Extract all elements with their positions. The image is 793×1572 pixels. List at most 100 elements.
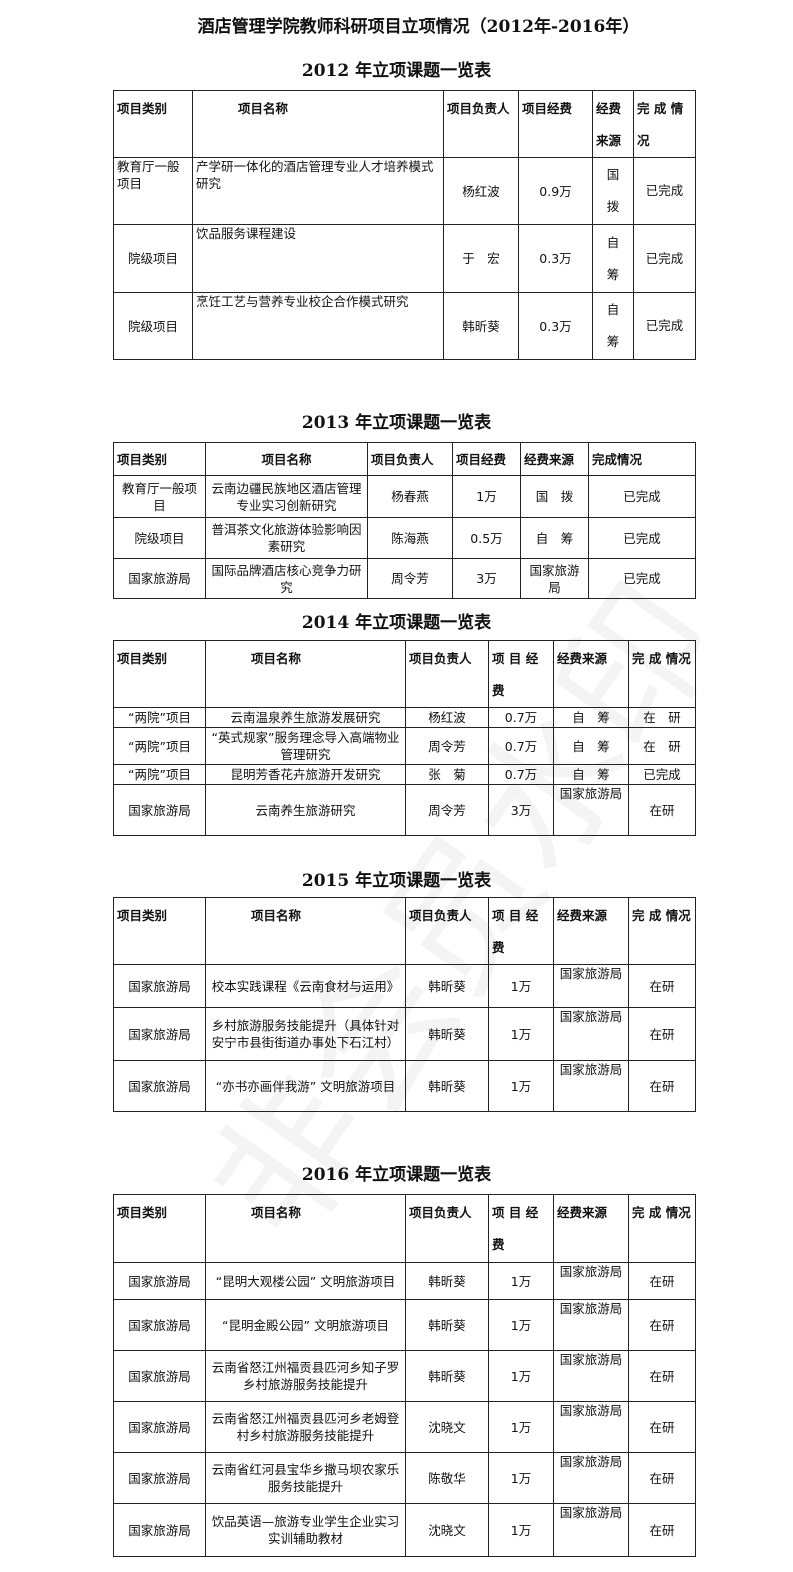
cell-status: 已完成 xyxy=(588,517,696,559)
column-header-name: 项目名称 xyxy=(205,442,368,476)
cell-funding: 0.7万 xyxy=(488,707,554,728)
header-row: 项目类别 项目名称 项目负责人 项目经费 经费来源完 成 情况 xyxy=(113,90,696,158)
cell-name: 产学研一体化的酒店管理专业人才培养模式研究 xyxy=(192,157,444,225)
column-header-status: 完成情况 xyxy=(588,442,696,476)
cell-funding: 1万 xyxy=(488,1262,554,1300)
column-header-status: 完 成 情况 xyxy=(628,640,696,708)
column-header-leader: 项目负责人 xyxy=(405,897,489,965)
cell-name: 烹饪工艺与营养专业校企合作模式研究 xyxy=(192,292,444,360)
cell-category: 国家旅游局 xyxy=(113,1007,206,1061)
cell-status: 已完成 xyxy=(633,292,696,360)
column-header-status: 完 成 情况 xyxy=(628,1194,696,1263)
cell-funding: 3万 xyxy=(452,558,521,599)
cell-status: 在研 xyxy=(628,1060,696,1112)
column-header-category: 项目类别 xyxy=(113,640,206,708)
column-header-category: 项目类别 xyxy=(113,897,206,965)
column-header-source: 经费来源 xyxy=(553,897,629,965)
cell-leader: 韩昕葵 xyxy=(405,964,489,1008)
column-header-leader: 项目负责人 xyxy=(443,90,519,158)
table-row: 院级项目 烹饪工艺与营养专业校企合作模式研究 韩昕葵 0.3万 自筹 已完成 xyxy=(113,292,696,360)
cell-status: 已完成 xyxy=(633,224,696,293)
table-row: “两院”项目 昆明芳香花卉旅游开发研究张 菊 0.7万自 筹已完成 xyxy=(113,764,696,785)
cell-category: “两院”项目 xyxy=(113,707,206,728)
cell-leader: 韩昕葵 xyxy=(405,1299,489,1351)
cell-source: 国家旅游局 xyxy=(553,1401,629,1453)
column-header-leader: 项目负责人 xyxy=(405,640,489,708)
cell-name: 云南省怒江州福贡县匹河乡知子罗乡村旅游服务技能提升 xyxy=(205,1350,406,1402)
column-header-funding: 项 目 经费 xyxy=(488,897,554,965)
project-table: 项目类别 项目名称 项目负责人项 目 经费 经费来源完 成 情况 国家旅游局 校本实践课程… xyxy=(113,897,696,1112)
header-row: 项目类别 项目名称 项目负责人项 目 经费 经费来源完 成 情况 xyxy=(113,1194,696,1263)
cell-funding: 0.9万 xyxy=(518,157,593,225)
cell-source: 国家旅游局 xyxy=(553,1503,629,1557)
table-heading: 2014 年立项课题一览表 xyxy=(301,613,492,633)
cell-funding: 3万 xyxy=(488,784,554,836)
table-heading: 2015 年立项课题一览表 xyxy=(301,871,492,891)
project-table: 项目类别 项目名称 项目负责人项 目 经费 经费来源完 成 情况 国家旅游局 “昆明大观楼… xyxy=(113,1194,696,1557)
table-row: 国家旅游局 “昆明大观楼公园” 文明旅游项目 韩昕葵 1万 国家旅游局 在研 xyxy=(113,1262,696,1300)
cell-funding: 0.3万 xyxy=(518,292,593,360)
cell-source: 自筹 xyxy=(592,292,634,360)
cell-funding: 0.5万 xyxy=(452,517,521,559)
table-row: 院级项目 饮品服务课程建设于 宏 0.3万 自筹 已完成 xyxy=(113,224,696,293)
column-header-leader: 项目负责人 xyxy=(367,442,453,476)
table-row: 国家旅游局 云南省怒江州福贡县匹河乡老姆登村乡村旅游服务技能提升 沈晓文 1万 国家旅游… xyxy=(113,1401,696,1453)
document-title: 酒店管理学院教师科研项目立项情况（2012年-2016年） xyxy=(197,17,640,37)
cell-status: 在研 xyxy=(628,1350,696,1402)
cell-name: 云南边疆民族地区酒店管理专业实习创新研究 xyxy=(205,475,368,518)
cell-funding: 1万 xyxy=(488,1401,554,1453)
table-row: “两院”项目 云南温泉养生旅游发展研究 杨红波 0.7万自 筹在 研 xyxy=(113,707,696,728)
cell-source: 国家旅游局 xyxy=(553,1060,629,1112)
cell-funding: 0.7万 xyxy=(488,727,554,765)
cell-category: 国家旅游局 xyxy=(113,558,206,599)
column-header-source: 经费来源 xyxy=(520,442,589,476)
cell-leader: 韩昕葵 xyxy=(405,1060,489,1112)
cell-category: 院级项目 xyxy=(113,517,206,559)
cell-name: “英式规家”服务理念导入高端物业管理研究 xyxy=(205,727,406,765)
column-header-name: 项目名称 xyxy=(192,90,444,158)
cell-leader: 周令芳 xyxy=(405,784,489,836)
cell-leader: 陈敬华 xyxy=(405,1452,489,1504)
table-row: “两院”项目 “英式规家”服务理念导入高端物业管理研究 周令芳 0.7万自 筹在 研 xyxy=(113,727,696,765)
table-row: 国家旅游局 乡村旅游服务技能提升（具体针对安宁市县街街道办事处下石江村） 韩昕葵 1万… xyxy=(113,1007,696,1061)
table-row: 院级项目 普洱茶文化旅游体验影响因素研究 陈海燕 0.5万自 筹已完成 xyxy=(113,517,696,559)
cell-source: 国家旅游局 xyxy=(553,1299,629,1351)
column-header-funding: 项 目 经费 xyxy=(488,1194,554,1263)
table-row: 国家旅游局 “亦书亦画伴我游” 文明旅游项目 韩昕葵 1万 国家旅游局 在研 xyxy=(113,1060,696,1112)
cell-source: 自 筹 xyxy=(553,727,629,765)
cell-leader: 杨红波 xyxy=(443,157,519,225)
cell-status: 在研 xyxy=(628,1262,696,1300)
cell-name: 云南养生旅游研究 xyxy=(205,784,406,836)
cell-funding: 1万 xyxy=(488,1007,554,1061)
column-header-source: 经费来源 xyxy=(553,640,629,708)
cell-status: 在研 xyxy=(628,1299,696,1351)
table-row: 国家旅游局 饮品英语—旅游专业学生企业实习实训辅助教材 沈晓文 1万 国家旅游局 在研 xyxy=(113,1503,696,1557)
cell-category: 国家旅游局 xyxy=(113,964,206,1008)
cell-category: 国家旅游局 xyxy=(113,1262,206,1300)
column-header-leader: 项目负责人 xyxy=(405,1194,489,1263)
header-row: 项目类别 项目名称 项目负责人 项目经费 经费来源 完成情况 xyxy=(113,442,696,476)
cell-name: 校本实践课程《云南食材与运用》 xyxy=(205,964,406,1008)
cell-leader: 张 菊 xyxy=(405,764,489,785)
cell-category: 国家旅游局 xyxy=(113,784,206,836)
cell-leader: 周令芳 xyxy=(405,727,489,765)
column-header-funding: 项目经费 xyxy=(518,90,593,158)
cell-source: 自 筹 xyxy=(553,707,629,728)
cell-category: 院级项目 xyxy=(113,224,193,293)
cell-funding: 1万 xyxy=(488,1452,554,1504)
cell-category: “两院”项目 xyxy=(113,727,206,765)
cell-leader: 韩昕葵 xyxy=(405,1350,489,1402)
table-row: 国家旅游局 校本实践课程《云南食材与运用》 韩昕葵 1万 国家旅游局 在研 xyxy=(113,964,696,1008)
cell-status: 已完成 xyxy=(588,558,696,599)
cell-category: 国家旅游局 xyxy=(113,1350,206,1402)
project-table: 项目类别 项目名称 项目负责人 项目经费 经费来源完 成 情况 教育厅一般项目 产学研一体化… xyxy=(113,90,696,360)
table-heading: 2012 年立项课题一览表 xyxy=(301,61,492,81)
column-header-category: 项目类别 xyxy=(113,442,206,476)
cell-category: 国家旅游局 xyxy=(113,1452,206,1504)
cell-leader: 韩昕葵 xyxy=(443,292,519,360)
cell-leader: 陈海燕 xyxy=(367,517,453,559)
table-row: 教育厅一般项目 产学研一体化的酒店管理专业人才培养模式研究 杨红波 0.9万 国拨 已完成 xyxy=(113,157,696,225)
cell-name: 乡村旅游服务技能提升（具体针对安宁市县街街道办事处下石江村） xyxy=(205,1007,406,1061)
table-heading: 2013 年立项课题一览表 xyxy=(301,413,492,433)
cell-name: 国际品牌酒店核心竞争力研究 xyxy=(205,558,368,599)
